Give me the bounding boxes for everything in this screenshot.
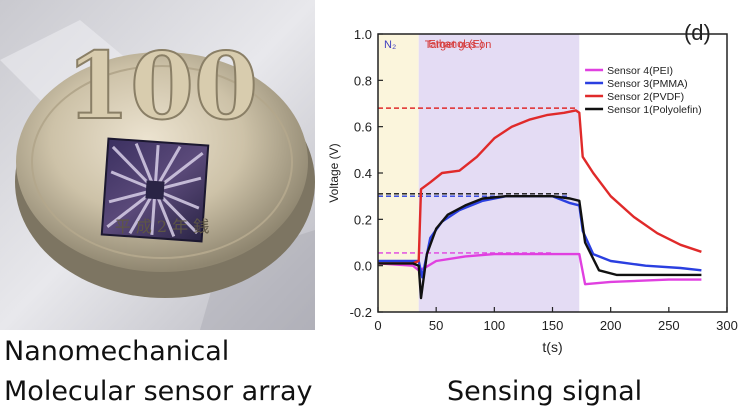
legend-label-0: Sensor 4(PEI) [607, 65, 673, 77]
x-tick-label-2: 100 [483, 318, 505, 333]
y-tick-label-4: 0.6 [354, 120, 372, 135]
chart-caption: Sensing signal [447, 376, 643, 407]
y-tick-label-1: 0.0 [354, 259, 372, 274]
region-0 [378, 34, 419, 312]
y-tick-label-0: -0.2 [350, 305, 372, 320]
coin-era-marks: 平 成 2 年 銭 [115, 217, 210, 236]
photo-caption-line2: Molecular sensor array [4, 376, 313, 407]
coin-denomination: 100 [66, 32, 258, 140]
photo-caption-line1: Nanomechanical [4, 336, 230, 367]
y-axis-label: Voltage (V) [327, 143, 341, 202]
x-axis-label: t(s) [542, 339, 562, 355]
region-label-0: N₂ [384, 39, 396, 51]
x-tick-label-0: 0 [374, 318, 381, 333]
region-label-1: Target gas on [425, 39, 492, 51]
series-line-2 [378, 109, 702, 265]
annotation-0: Ethanol (E) [428, 38, 483, 50]
x-tick-label-3: 150 [542, 318, 564, 333]
x-tick-label-6: 300 [716, 318, 738, 333]
y-tick-label-3: 0.4 [354, 166, 372, 181]
x-tick-label-1: 50 [429, 318, 443, 333]
panel-label: (d) [684, 20, 711, 45]
series-line-3 [378, 194, 702, 300]
x-tick-label-4: 200 [600, 318, 622, 333]
y-tick-label-2: 0.2 [354, 212, 372, 227]
x-tick-label-5: 250 [658, 318, 680, 333]
y-tick-label-5: 0.8 [354, 73, 372, 88]
legend-label-3: Sensor 1(Polyolefin) [607, 104, 702, 116]
sensor-chip [100, 137, 210, 243]
legend-label-1: Sensor 3(PMMA) [607, 78, 688, 90]
legend-label-2: Sensor 2(PVDF) [607, 91, 684, 103]
y-tick-label-6: 1.0 [354, 27, 372, 42]
sensor-array-photo: 100 平 成 2 年 銭 [0, 0, 315, 330]
